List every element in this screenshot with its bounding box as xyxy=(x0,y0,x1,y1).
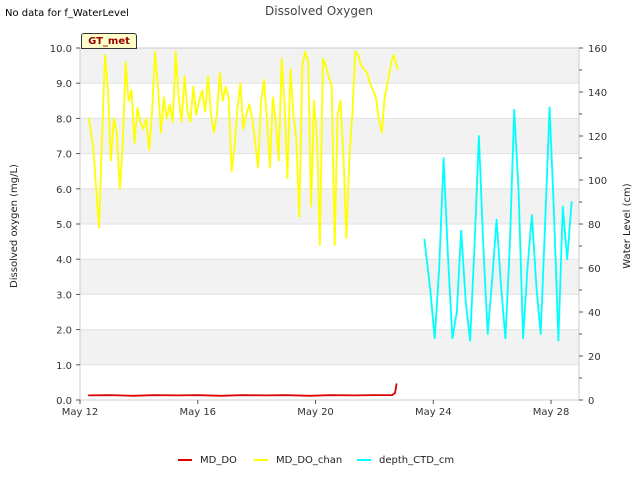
grid-band xyxy=(80,188,579,224)
y-tick-label: 9.0 xyxy=(56,79,72,90)
legend-item-depth-ctd[interactable]: depth_CTD_cm xyxy=(357,452,454,470)
series-line-depth-ctd-cm xyxy=(423,106,573,342)
grid-band xyxy=(80,259,579,295)
y-tick-label: 8.0 xyxy=(56,114,72,125)
background-bands xyxy=(80,48,579,401)
x-tick-label: May 28 xyxy=(533,407,570,418)
series-line-md-do xyxy=(87,383,398,397)
y-tick-label: 2.0 xyxy=(56,326,72,337)
y2-axis-label: Water Level (cm) xyxy=(622,183,633,268)
y2-tick-label: 80 xyxy=(588,220,601,231)
legend-item-md-do[interactable]: MD_DO xyxy=(178,452,237,470)
legend-swatch-md-do xyxy=(178,459,192,461)
y-tick-label: 3.0 xyxy=(56,290,72,301)
y2-tick-label: 160 xyxy=(588,44,607,55)
y2-tick-label: 140 xyxy=(588,88,607,99)
no-data-note: No data for f_WaterLevel xyxy=(5,8,129,19)
legend: MD_DO MD_DO_chan depth_CTD_cm xyxy=(0,452,640,470)
x-tick-label: May 20 xyxy=(297,407,334,418)
x-tick-label: May 12 xyxy=(62,407,99,418)
y2-tick-label: 100 xyxy=(588,176,607,187)
legend-label-depth-ctd: depth_CTD_cm xyxy=(379,455,455,466)
y-tick-label: 0.0 xyxy=(56,396,72,407)
legend-label-md-do-chan: MD_DO_chan xyxy=(276,455,343,466)
y-tick-label: 4.0 xyxy=(56,255,72,266)
series-layer xyxy=(87,50,573,397)
grid-band xyxy=(80,118,579,154)
series-line-md-do-chan xyxy=(87,50,399,247)
y-tick-label: 1.0 xyxy=(56,361,72,372)
y2-tick-label: 20 xyxy=(588,352,601,363)
x-tick-label: May 16 xyxy=(179,407,216,418)
y2-tick-label: 0 xyxy=(588,396,594,407)
legend-item-md-do-chan[interactable]: MD_DO_chan xyxy=(254,452,342,470)
chart-title: Dissolved Oxygen xyxy=(265,4,373,18)
y2-tick-label: 120 xyxy=(588,132,607,143)
y-tick-label: 6.0 xyxy=(56,185,72,196)
y-tick-label: 10.0 xyxy=(50,44,72,55)
y2-tick-label: 60 xyxy=(588,264,601,275)
legend-swatch-md-do-chan xyxy=(254,459,268,461)
y-tick-label: 7.0 xyxy=(56,150,72,161)
grid-band xyxy=(80,329,579,365)
gt-met-badge[interactable]: GT_met xyxy=(81,33,137,49)
y2-tick-label: 40 xyxy=(588,308,601,319)
y-axis-label: Dissolved oxygen (mg/L) xyxy=(9,164,20,288)
legend-label-md-do: MD_DO xyxy=(200,455,237,466)
x-tick-label: May 24 xyxy=(415,407,452,418)
axes-layer: 0.0 1.0 2.0 3.0 4.0 5.0 6.0 7.0 8.0 9.0 10.0 0 20 40 6… xyxy=(50,44,607,418)
legend-swatch-depth-ctd xyxy=(357,459,371,461)
y-tick-label: 5.0 xyxy=(56,220,72,231)
